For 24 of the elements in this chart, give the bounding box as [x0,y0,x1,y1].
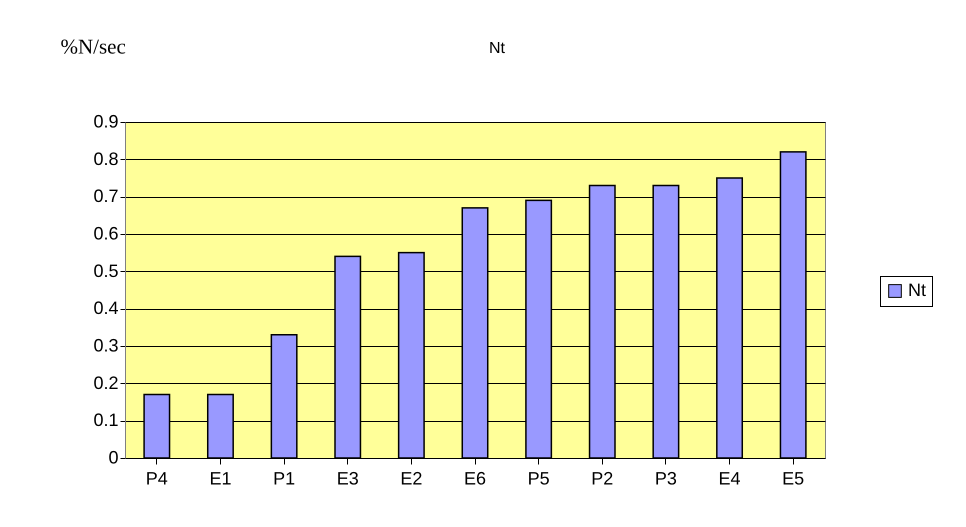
x-tick-label: E4 [718,468,741,488]
x-tick-label: P2 [591,468,614,488]
y-axis-title: %N/sec [60,34,126,58]
x-tick-label: E1 [209,468,232,488]
x-tick-label: E6 [464,468,486,488]
x-tick-label: E2 [400,468,422,488]
y-tick-label: 0.4 [93,298,118,318]
chart-title: Nt [489,40,506,57]
y-tick-label: 0.6 [93,224,118,244]
x-tick-label: P4 [146,468,168,488]
y-tick-label: 0.9 [93,112,118,132]
x-tick-label: E5 [782,468,804,488]
x-tick-label: E3 [336,468,359,488]
y-tick-label: 0.1 [93,410,118,430]
legend-label: Nt [908,280,926,300]
x-tick-label: P3 [654,468,677,488]
y-tick-label: 0.3 [93,336,118,356]
y-tick-label: 0.8 [93,148,118,169]
x-tick-label: P5 [528,468,550,488]
y-tick-label: 0.5 [93,260,118,281]
y-tick-label: 0.2 [93,372,118,393]
y-tick-label: 0 [108,448,118,468]
x-tick-label: P1 [273,468,296,488]
y-tick-label: 0.7 [93,186,118,206]
